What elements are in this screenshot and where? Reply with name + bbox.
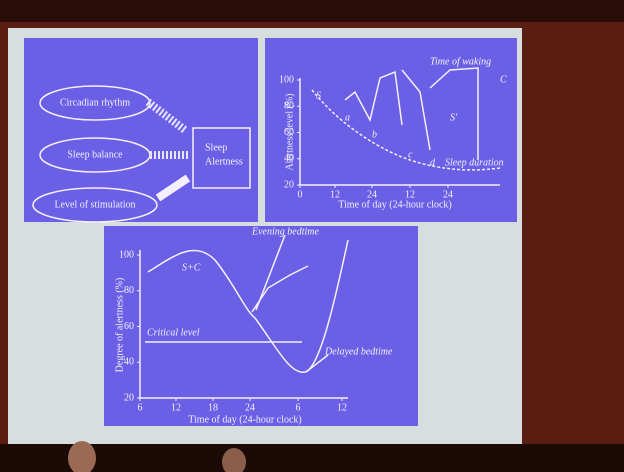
y-tick-label: 40 bbox=[124, 357, 134, 368]
y-tick-label: 100 bbox=[119, 249, 134, 260]
annotation: Evening bedtime bbox=[251, 226, 319, 237]
y-tick-label: 80 bbox=[284, 101, 294, 112]
x-tick-label: 12 bbox=[330, 189, 340, 200]
ceiling bbox=[0, 0, 624, 22]
x-tick-label: 12 bbox=[405, 189, 415, 200]
x-tick-label: 24 bbox=[245, 402, 255, 413]
x-tick-label: 0 bbox=[298, 189, 303, 200]
node-label: Level of stimulation bbox=[54, 199, 135, 210]
label: S' bbox=[450, 112, 458, 123]
diagram-panel bbox=[24, 38, 258, 222]
y-tick-label: 80 bbox=[124, 285, 134, 296]
annotation: Delayed bedtime bbox=[324, 346, 393, 357]
curve-label: S+C bbox=[182, 262, 201, 273]
node-label: Sleep balance bbox=[67, 149, 123, 160]
y-tick-label: 60 bbox=[124, 321, 134, 332]
node-label: Circadian rhythm bbox=[60, 97, 130, 108]
page: Circadian rhythm Sleep balance Level of … bbox=[0, 0, 624, 472]
target-label: Sleep bbox=[205, 142, 227, 153]
y-tick-label: 20 bbox=[124, 392, 134, 403]
y-tick-label: 60 bbox=[284, 127, 294, 138]
x-label: Time of day (24-hour clock) bbox=[188, 414, 302, 425]
x-tick-label: 18 bbox=[208, 402, 218, 413]
y-tick-label: 100 bbox=[279, 74, 294, 85]
label: b bbox=[372, 129, 377, 140]
label: c bbox=[408, 149, 413, 160]
x-tick-label: 12 bbox=[337, 402, 347, 413]
y-tick-label: 20 bbox=[284, 179, 294, 190]
x-tick-label: 12 bbox=[171, 402, 181, 413]
x-label: Time of day (24-hour clock) bbox=[338, 199, 452, 210]
annotation: Time of waking bbox=[430, 56, 491, 67]
annotation: Critical level bbox=[147, 327, 200, 338]
x-tick-label: 24 bbox=[367, 189, 377, 200]
x-tick-label: 6 bbox=[296, 402, 301, 413]
label: C bbox=[500, 74, 507, 85]
y-tick-label: 40 bbox=[284, 153, 294, 164]
x-tick-label: 6 bbox=[138, 402, 143, 413]
label: S bbox=[316, 90, 321, 101]
target-label: Alertness bbox=[205, 156, 243, 167]
photo: Circadian rhythm Sleep balance Level of … bbox=[0, 0, 624, 472]
annotation: Sleep duration bbox=[445, 157, 504, 168]
label: a bbox=[345, 112, 350, 123]
x-tick-label: 24 bbox=[443, 189, 453, 200]
